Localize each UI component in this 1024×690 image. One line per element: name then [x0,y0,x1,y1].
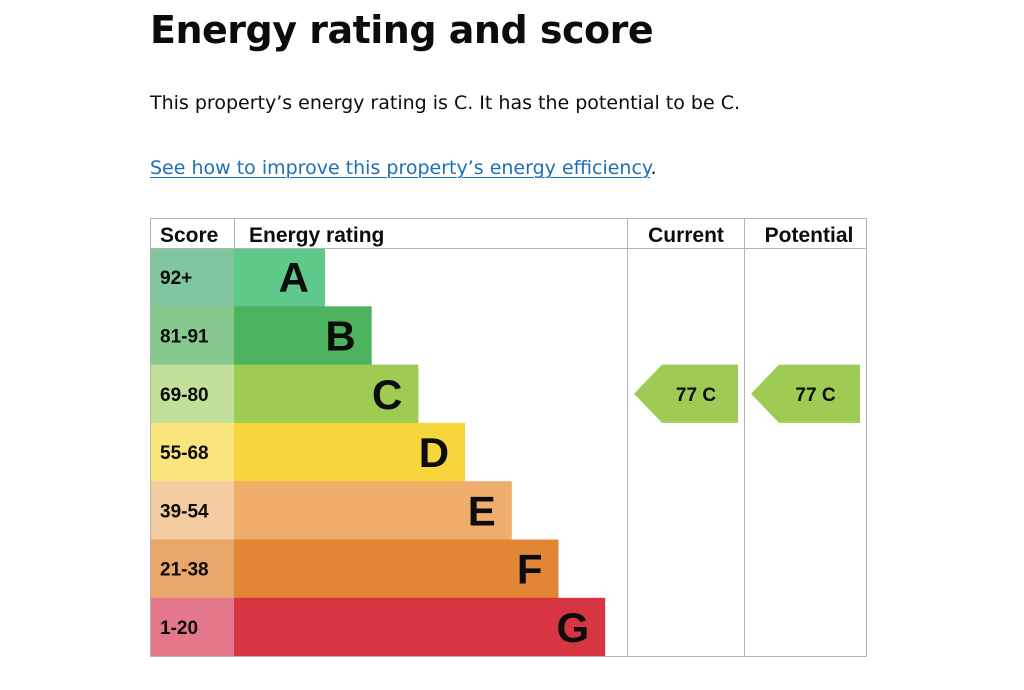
improve-efficiency-link[interactable]: See how to improve this property’s energ… [150,157,651,179]
current-rating-arrow [634,364,738,423]
rating-bar-b [234,306,372,365]
score-range-f: 21-38 [160,560,209,581]
score-range-a: 92+ [160,268,192,289]
rating-summary: This property’s energy rating is C. It h… [150,92,741,114]
rating-letter-a: A [279,254,309,301]
score-range-d: 55-68 [160,443,209,464]
header-score: Score [160,224,218,247]
rating-bar-f [234,539,559,599]
rating-letter-g: G [557,604,590,651]
rating-letter-e: E [468,487,496,534]
score-cell-a [150,248,234,307]
rating-bar-g [234,597,606,657]
score-range-g: 1-20 [160,618,198,639]
page-title: Energy rating and score [150,8,654,52]
rating-bar-c [234,364,419,424]
header-current: Current [648,224,724,247]
rating-letter-f: F [517,546,543,593]
rating-bar-d [234,422,466,482]
score-range-c: 69-80 [160,385,209,406]
improve-paragraph: See how to improve this property’s energ… [150,157,657,179]
header-energy-rating: Energy rating [249,224,384,247]
rating-letter-d: D [419,429,449,476]
score-cell-b [150,306,234,365]
rating-letter-c: C [372,371,402,418]
potential-rating-arrow [751,364,860,423]
header-potential: Potential [765,224,854,247]
score-cell-f [150,539,234,599]
rating-bar-a [234,248,325,307]
chart-grid [150,218,867,657]
current-rating-label: 77 C [676,385,716,406]
rating-bar-e [234,481,512,540]
improve-suffix: . [650,157,657,179]
score-cell-d [150,422,234,482]
score-cell-e [150,481,234,540]
score-range-e: 39-54 [160,501,209,522]
rating-letter-b: B [325,312,355,359]
score-range-b: 81-91 [160,326,209,347]
score-cell-g [150,597,234,657]
potential-rating-label: 77 C [795,385,835,406]
score-cell-c [150,364,234,424]
